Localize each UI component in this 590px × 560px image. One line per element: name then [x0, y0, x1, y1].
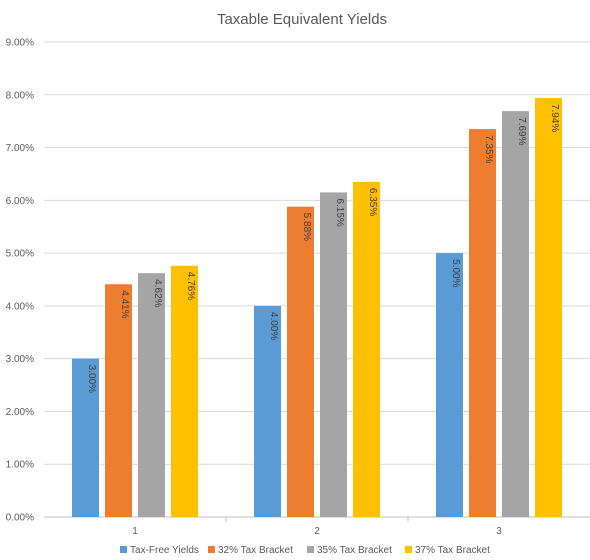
chart-title: Taxable Equivalent Yields [217, 11, 387, 28]
x-tick-label: 2 [314, 526, 320, 537]
bars [72, 97, 562, 518]
legend-label: 35% Tax Bracket [317, 545, 392, 556]
legend-swatch [307, 546, 314, 553]
data-label: 5.00% [450, 259, 461, 287]
legend-item: 37% Tax Bracket [405, 545, 490, 556]
gridlines [44, 41, 590, 518]
bar [502, 111, 529, 517]
legend-label: 37% Tax Bracket [415, 545, 490, 556]
data-label: 4.62% [152, 279, 163, 307]
legend-swatch [120, 546, 127, 553]
bar [171, 265, 198, 517]
bar [469, 129, 496, 518]
legend-item: Tax-Free Yields [120, 545, 199, 556]
x-tick-label: 3 [496, 526, 502, 537]
legend-item: 35% Tax Bracket [307, 545, 392, 556]
bar [105, 284, 132, 517]
data-label: 6.15% [334, 198, 345, 226]
legend-label: 32% Tax Bracket [218, 545, 293, 556]
bar [72, 358, 99, 517]
y-tick-label: 3.00% [6, 354, 34, 365]
legend-swatch [208, 546, 215, 553]
data-label: 4.41% [119, 290, 130, 318]
data-label: 5.88% [301, 213, 312, 241]
data-labels: 3.00% 4.41% 4.62% 4.76% 4.00% 5.88% 6.15% 6.35%… [86, 104, 560, 393]
bar [535, 97, 562, 517]
y-tick-label: 6.00% [6, 196, 34, 207]
data-label: 6.35% [367, 188, 378, 216]
bar [320, 192, 347, 517]
bar [353, 181, 380, 517]
y-tick-label: 1.00% [6, 460, 34, 471]
data-label: 7.35% [483, 135, 494, 163]
data-label: 4.00% [268, 312, 279, 340]
bar [138, 273, 165, 517]
x-axis: 1 2 3 [132, 517, 502, 537]
data-label: 7.69% [516, 117, 527, 145]
data-label: 4.76% [185, 272, 196, 300]
x-tick-label: 1 [132, 526, 138, 537]
y-tick-label: 7.00% [6, 143, 34, 154]
data-label: 7.94% [549, 104, 560, 132]
y-tick-label: 4.00% [6, 301, 34, 312]
data-label: 3.00% [86, 365, 97, 393]
bar [436, 253, 463, 517]
legend-item: 32% Tax Bracket [208, 545, 293, 556]
bar [287, 206, 314, 517]
y-tick-label: 8.00% [6, 90, 34, 101]
y-tick-label: 0.00% [6, 513, 34, 524]
bar [254, 305, 281, 517]
legend: Tax-Free Yields 32% Tax Bracket 35% Tax Br… [120, 545, 490, 556]
y-axis: 0.00% 1.00% 2.00% 3.00% 4.00% 5.00% 6.00% 7.00%… [6, 38, 34, 524]
y-tick-label: 5.00% [6, 249, 34, 260]
legend-label: Tax-Free Yields [130, 545, 199, 556]
y-tick-label: 9.00% [6, 38, 34, 49]
y-tick-label: 2.00% [6, 407, 34, 418]
legend-swatch [405, 546, 412, 553]
